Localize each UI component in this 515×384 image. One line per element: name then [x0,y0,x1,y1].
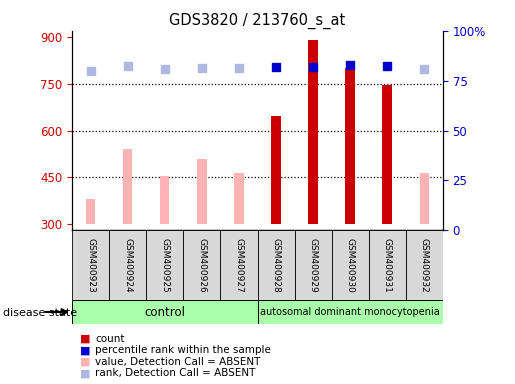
Bar [406,230,443,300]
Text: ■: ■ [80,357,90,367]
Text: GSM400924: GSM400924 [123,238,132,292]
Bar [72,300,258,324]
Bar [197,159,207,224]
Bar [220,230,258,300]
Bar [72,230,109,300]
Text: GSM400926: GSM400926 [197,238,207,292]
Bar [295,230,332,300]
Bar [183,230,220,300]
Bar [109,230,146,300]
Text: GSM400930: GSM400930 [346,238,355,292]
Bar [345,68,355,224]
Text: ■: ■ [80,368,90,378]
Text: disease state: disease state [3,308,77,318]
Text: ■: ■ [80,345,90,355]
Bar [146,230,183,300]
Text: GSM400929: GSM400929 [308,238,318,292]
Title: GDS3820 / 213760_s_at: GDS3820 / 213760_s_at [169,13,346,29]
Text: control: control [144,306,185,318]
Text: GSM400927: GSM400927 [234,238,244,292]
Bar [369,230,406,300]
Bar [308,40,318,224]
Text: GSM400932: GSM400932 [420,238,429,292]
Bar [123,149,132,224]
Bar [258,230,295,300]
Text: value, Detection Call = ABSENT: value, Detection Call = ABSENT [95,357,261,367]
Text: GSM400925: GSM400925 [160,238,169,292]
Text: percentile rank within the sample: percentile rank within the sample [95,345,271,355]
Bar [160,176,169,224]
Text: GSM400923: GSM400923 [86,238,95,292]
Text: GSM400931: GSM400931 [383,238,392,292]
Text: count: count [95,334,125,344]
Bar [234,173,244,224]
Bar [332,230,369,300]
Text: GSM400928: GSM400928 [271,238,281,292]
Bar [382,85,392,224]
Text: rank, Detection Call = ABSENT: rank, Detection Call = ABSENT [95,368,255,378]
Bar [258,300,443,324]
Bar [271,116,281,224]
Bar [420,173,429,224]
Bar [86,199,95,224]
Text: ■: ■ [80,334,90,344]
Text: autosomal dominant monocytopenia: autosomal dominant monocytopenia [260,307,440,317]
